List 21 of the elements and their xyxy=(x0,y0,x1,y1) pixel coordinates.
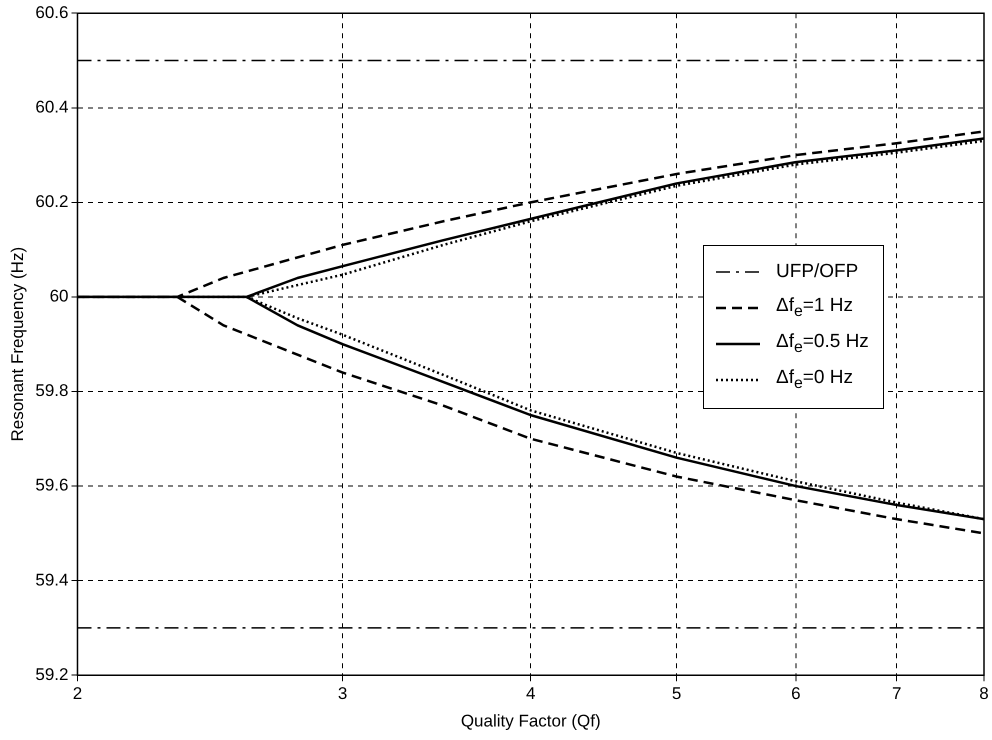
legend-label: UFP/OFP xyxy=(776,261,858,283)
y-tick-label: 59.4 xyxy=(35,570,68,590)
y-tick-label: 60.4 xyxy=(35,97,68,116)
x-tick-label: 8 xyxy=(979,684,989,704)
y-tick-label: 60.2 xyxy=(35,192,68,212)
x-tick-label: 2 xyxy=(72,684,82,704)
y-tick-label: 60 xyxy=(50,286,68,306)
x-axis-title: Quality Factor (Qf) xyxy=(460,711,601,730)
legend-label: Δf$_{e}$=0.5 Hz xyxy=(776,331,869,357)
y-tick-label: 60.6 xyxy=(35,2,68,22)
legend-label: Δf$_{e}$=0 Hz xyxy=(776,367,853,393)
y-tick-label: 59.6 xyxy=(35,476,68,495)
y-axis-title: Resonant Frequency (Hz) xyxy=(8,246,27,442)
legend-label: Δf$_{e}$=1 Hz xyxy=(776,295,853,321)
x-tick-label: 6 xyxy=(791,684,801,704)
y-tick-label: 59.2 xyxy=(35,664,68,684)
x-tick-label: 4 xyxy=(526,684,536,704)
x-tick-label: 5 xyxy=(672,684,682,704)
y-tick-label: 59.8 xyxy=(35,381,68,400)
x-tick-label: 7 xyxy=(892,684,902,704)
x-tick-label: 3 xyxy=(338,684,348,704)
